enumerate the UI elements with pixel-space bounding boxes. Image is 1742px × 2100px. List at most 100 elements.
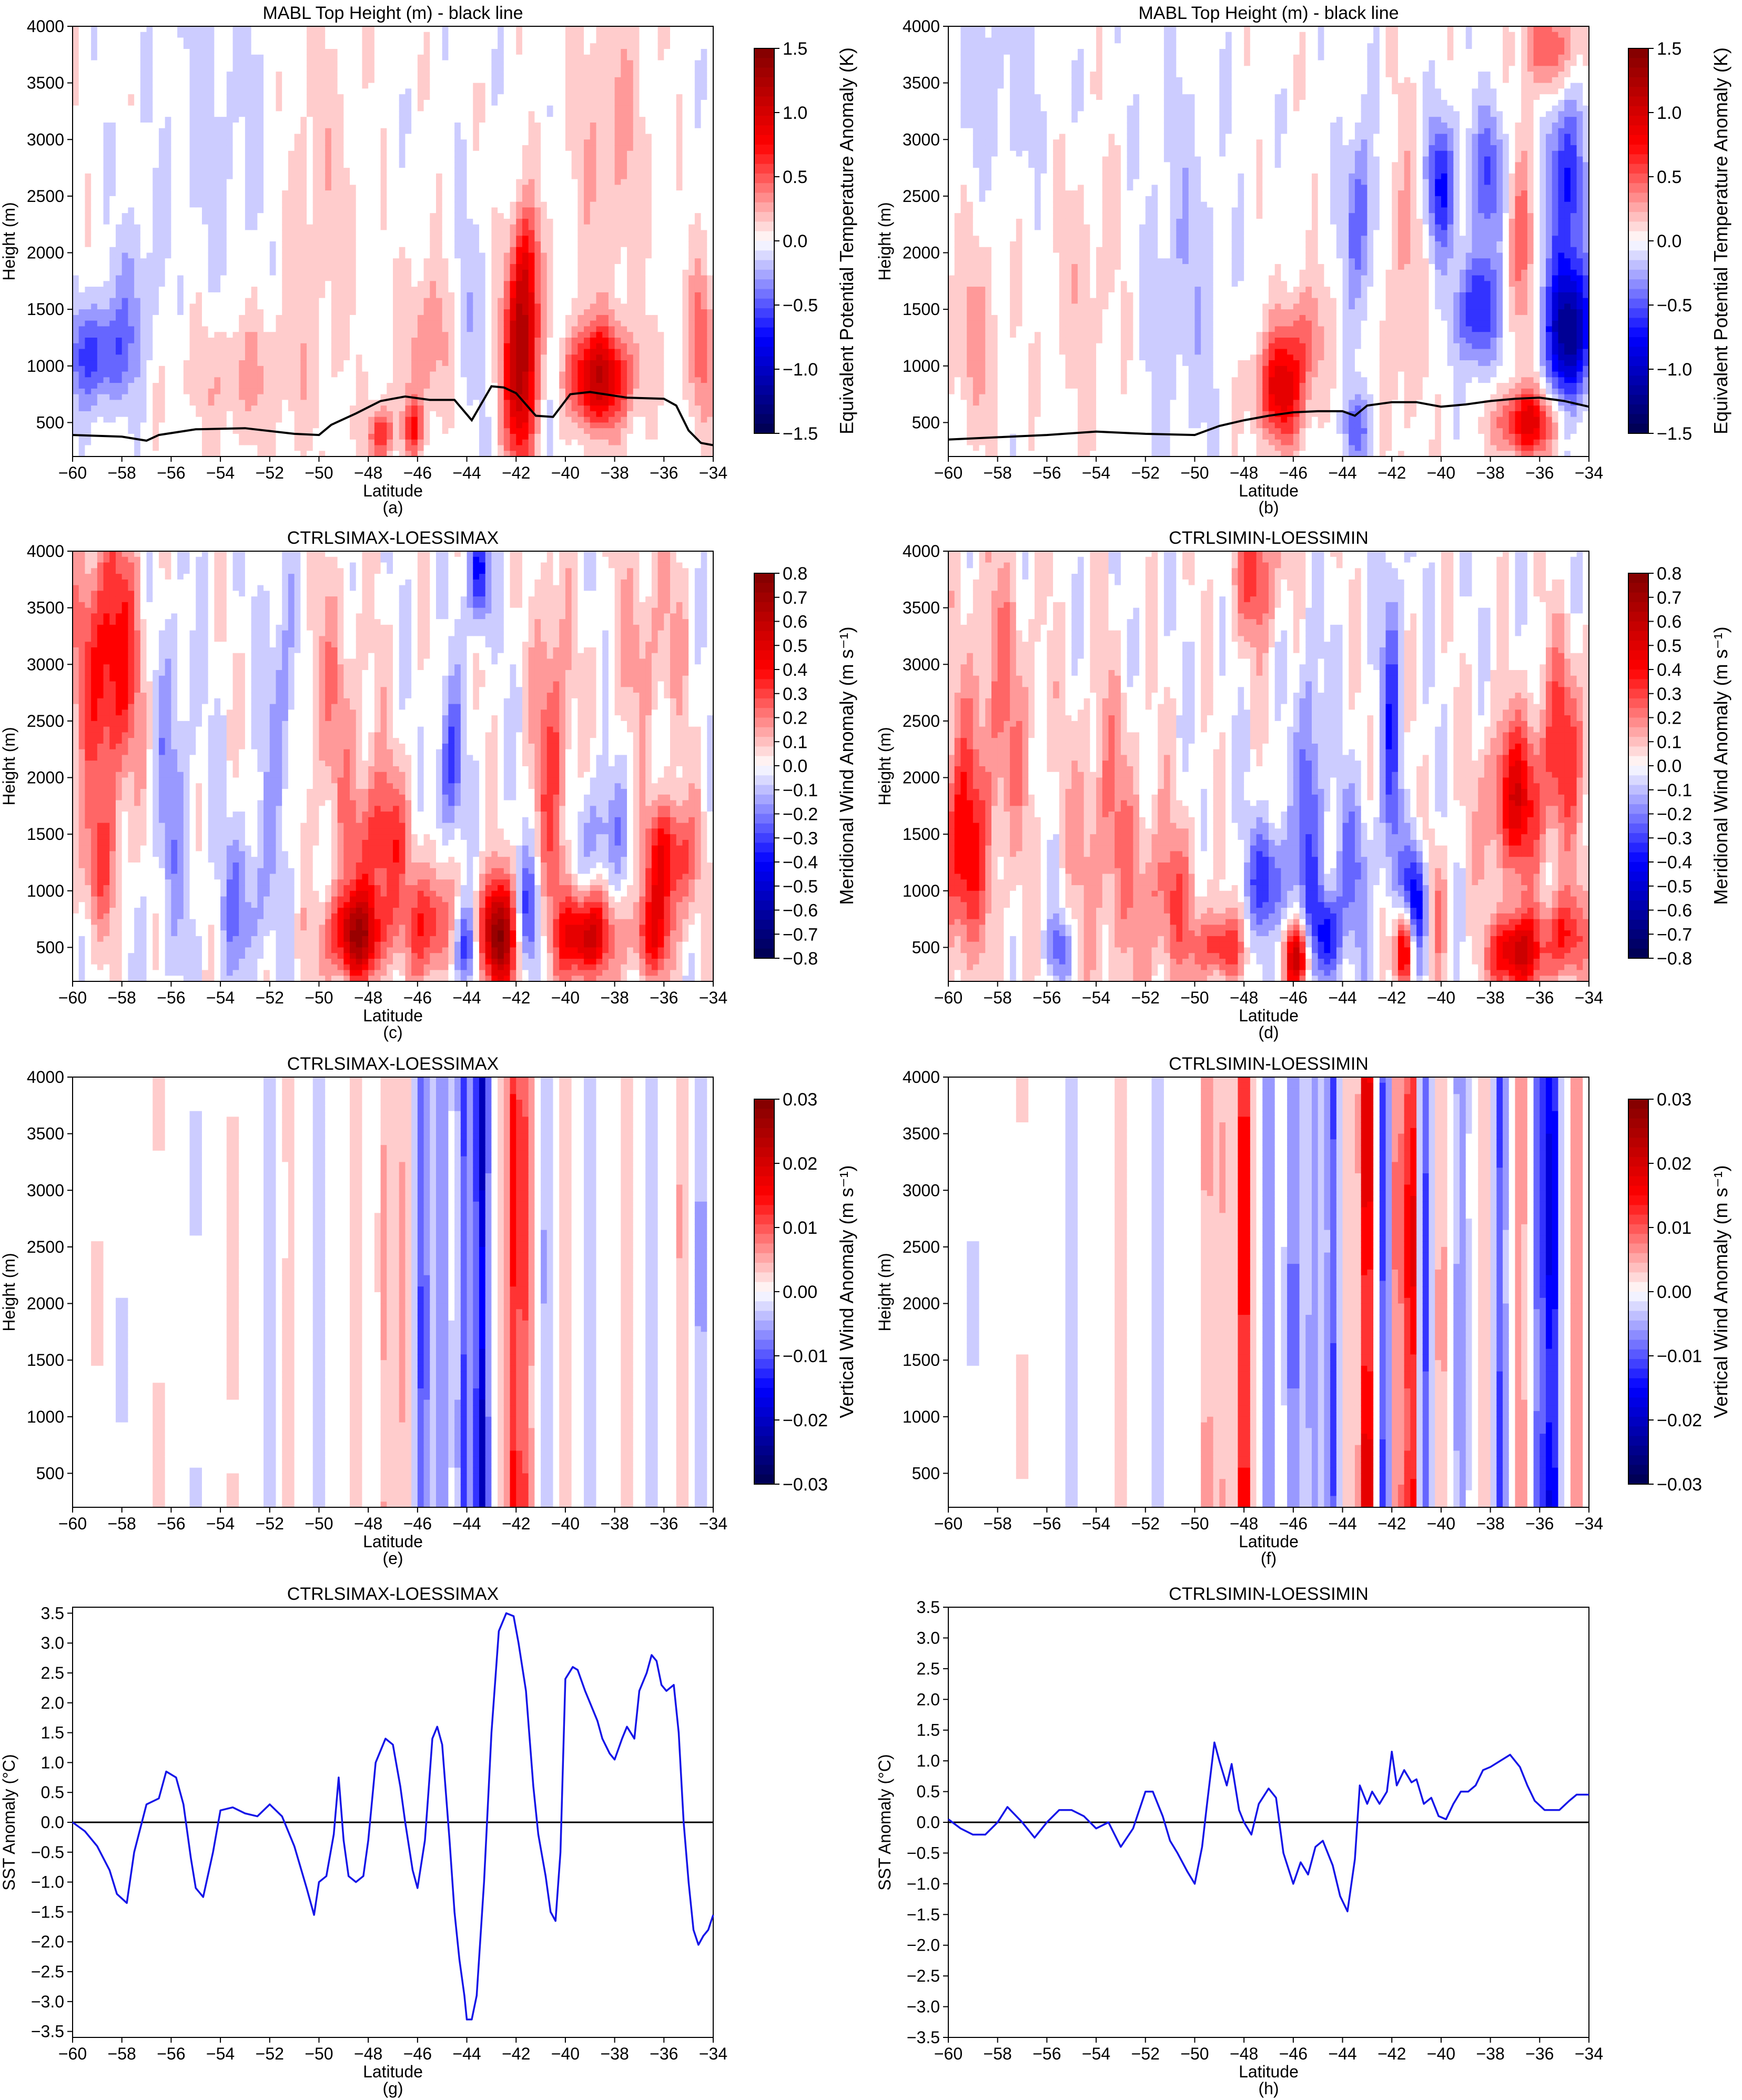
heat-cell xyxy=(171,145,178,151)
heat-cell xyxy=(269,264,277,270)
heat-cell xyxy=(405,264,412,270)
heat-cell xyxy=(380,49,388,55)
heat-cell xyxy=(399,417,406,423)
heat-cell xyxy=(264,213,270,219)
heat-cell xyxy=(467,236,474,242)
heat-cell xyxy=(288,77,295,84)
heat-cell xyxy=(442,99,449,106)
heat-cell xyxy=(245,400,252,406)
heat-cell xyxy=(121,111,129,118)
heat-cell xyxy=(177,145,184,151)
heat-cell xyxy=(232,37,240,44)
heat-cell xyxy=(226,162,234,168)
heat-cell xyxy=(300,422,307,429)
heat-cell xyxy=(343,162,350,168)
heat-cell xyxy=(300,32,307,38)
heat-cell xyxy=(368,122,375,129)
heat-cell xyxy=(78,433,86,440)
heat-cell xyxy=(374,383,381,389)
heat-cell xyxy=(171,309,178,316)
heat-cell xyxy=(245,343,252,350)
heat-cell xyxy=(417,360,424,367)
heat-cell xyxy=(91,190,98,197)
heat-cell xyxy=(337,99,345,106)
heat-cell xyxy=(411,207,418,214)
heat-cell xyxy=(115,337,123,344)
heat-cell xyxy=(269,190,277,197)
heat-cell xyxy=(448,150,455,157)
heat-cell xyxy=(158,49,166,55)
heat-cell xyxy=(239,422,246,429)
heat-cell xyxy=(374,66,381,72)
heat-cell xyxy=(307,275,313,282)
heat-cell xyxy=(356,43,363,49)
heat-cell xyxy=(201,252,209,259)
heat-cell xyxy=(276,360,282,367)
heat-cell xyxy=(312,49,320,55)
heat-cell xyxy=(300,111,307,118)
heat-cell xyxy=(269,185,277,191)
heat-cell xyxy=(319,360,326,367)
heat-cell xyxy=(264,230,270,237)
heat-cell xyxy=(337,241,345,248)
heat-cell xyxy=(374,156,381,163)
heat-cell xyxy=(337,111,345,118)
heat-cell xyxy=(362,230,369,237)
heat-cell xyxy=(307,83,313,89)
heat-cell xyxy=(251,49,258,55)
heat-cell xyxy=(436,394,443,401)
heat-cell xyxy=(307,264,313,270)
heat-cell xyxy=(393,451,400,456)
heat-cell xyxy=(337,383,345,389)
heat-cell xyxy=(171,122,178,129)
heat-cell xyxy=(405,349,412,356)
heat-cell xyxy=(312,303,320,310)
heat-cell xyxy=(91,122,98,129)
heat-cell xyxy=(85,360,92,367)
heat-cell xyxy=(214,99,221,106)
heat-cell xyxy=(442,117,449,123)
heat-cell xyxy=(312,411,320,418)
heat-cell xyxy=(214,337,221,344)
heat-cell xyxy=(91,439,98,446)
heat-cell xyxy=(91,281,98,287)
heat-cell xyxy=(300,292,307,299)
heat-cell xyxy=(177,383,184,389)
heat-cell xyxy=(85,99,92,106)
heat-cell xyxy=(331,88,338,95)
heat-cell xyxy=(387,405,393,412)
heat-cell xyxy=(115,241,123,248)
heat-cell xyxy=(399,60,406,67)
heat-cell xyxy=(103,360,110,367)
heat-cell xyxy=(430,343,437,350)
heat-cell xyxy=(146,433,154,440)
heat-cell xyxy=(91,201,98,208)
heat-cell xyxy=(411,258,418,265)
heat-cell xyxy=(436,122,443,129)
heat-cell xyxy=(282,60,289,67)
heat-cell xyxy=(196,366,202,372)
heat-cell xyxy=(158,122,166,129)
heat-cell xyxy=(448,213,455,219)
heat-cell xyxy=(103,269,110,276)
heat-cell xyxy=(312,332,320,338)
heat-cell xyxy=(460,94,468,100)
heat-cell xyxy=(312,366,320,372)
heat-cell xyxy=(436,94,443,100)
heat-cell xyxy=(196,173,202,180)
heat-cell xyxy=(467,326,474,333)
heat-cell xyxy=(97,366,104,372)
heat-cell xyxy=(374,88,381,95)
heat-cell xyxy=(300,122,307,129)
heat-cell xyxy=(473,258,480,265)
heat-cell xyxy=(232,117,240,123)
heat-cell xyxy=(245,168,252,174)
heat-cell xyxy=(368,43,375,49)
heat-cell xyxy=(196,54,202,61)
heat-cell xyxy=(208,287,215,293)
heat-cell xyxy=(208,309,215,316)
heat-cell xyxy=(380,122,388,129)
heat-cell xyxy=(331,60,338,67)
heat-cell xyxy=(307,156,313,163)
